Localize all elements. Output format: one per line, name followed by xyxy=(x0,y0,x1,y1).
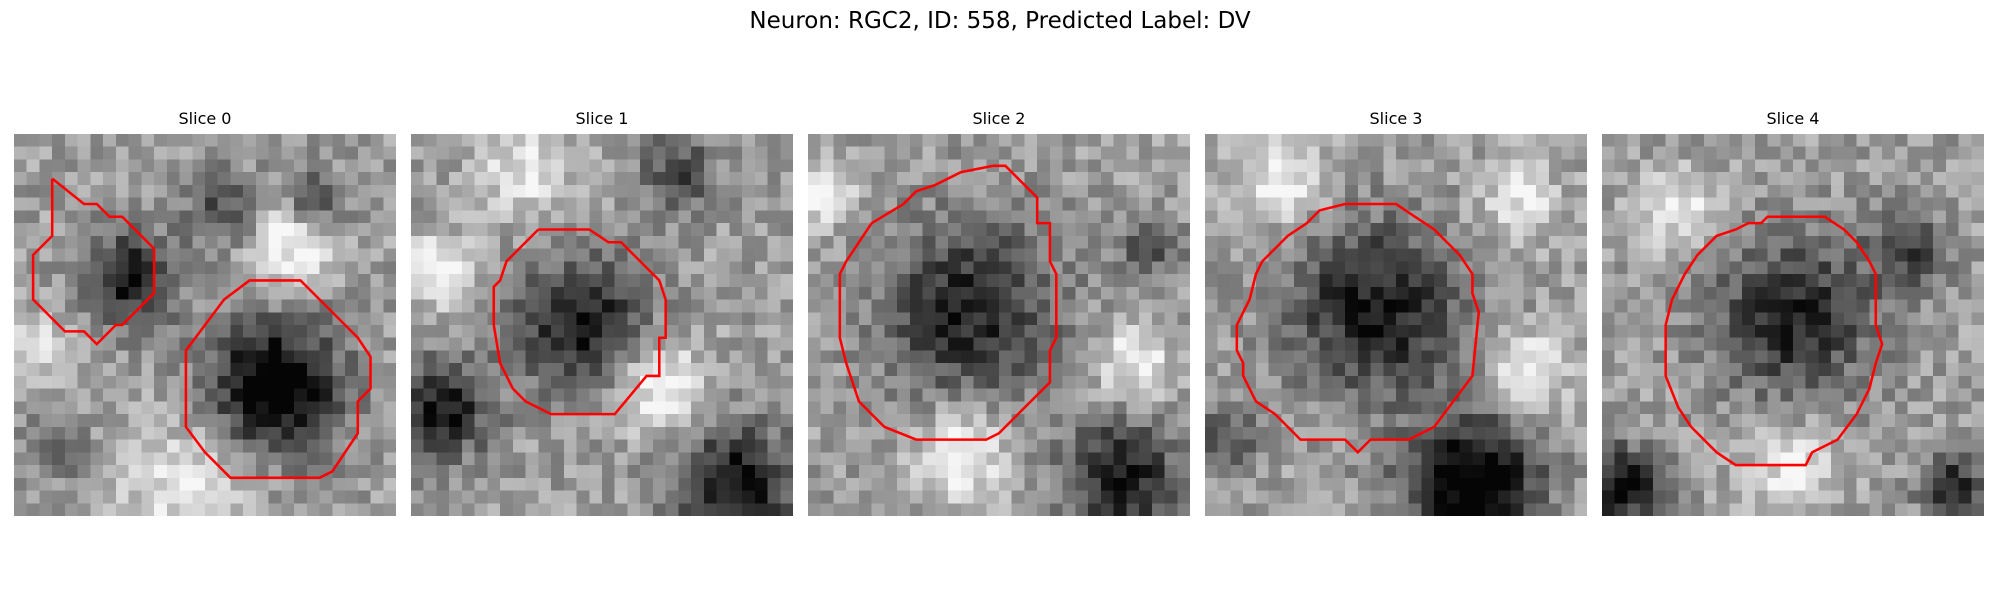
slice-title: Slice 1 xyxy=(575,109,629,128)
microscopy-image xyxy=(411,134,793,516)
slice-panel-2: Slice 2 xyxy=(808,109,1190,516)
figure-title: Neuron: RGC2, ID: 558, Predicted Label: … xyxy=(749,8,1251,34)
slice-title: Slice 2 xyxy=(972,109,1026,128)
slice-title: Slice 4 xyxy=(1766,109,1820,128)
slice-panel-1: Slice 1 xyxy=(411,109,793,516)
microscopy-image xyxy=(1602,134,1984,516)
slice-title: Slice 3 xyxy=(1369,109,1423,128)
slice-panel-3: Slice 3 xyxy=(1205,109,1587,516)
slice-panel-0: Slice 0 xyxy=(14,109,396,516)
cell-contour xyxy=(31,177,156,346)
cell-contour xyxy=(838,164,1058,441)
slice-title: Slice 0 xyxy=(178,109,232,128)
cell-contour xyxy=(1664,215,1884,467)
slice-panel-4: Slice 4 xyxy=(1602,109,1984,516)
cell-contour xyxy=(492,228,667,416)
microscopy-image xyxy=(14,134,396,516)
microscopy-image xyxy=(808,134,1190,516)
microscopy-image xyxy=(1205,134,1587,516)
cell-contour xyxy=(184,279,372,480)
cell-contour xyxy=(1235,202,1481,455)
